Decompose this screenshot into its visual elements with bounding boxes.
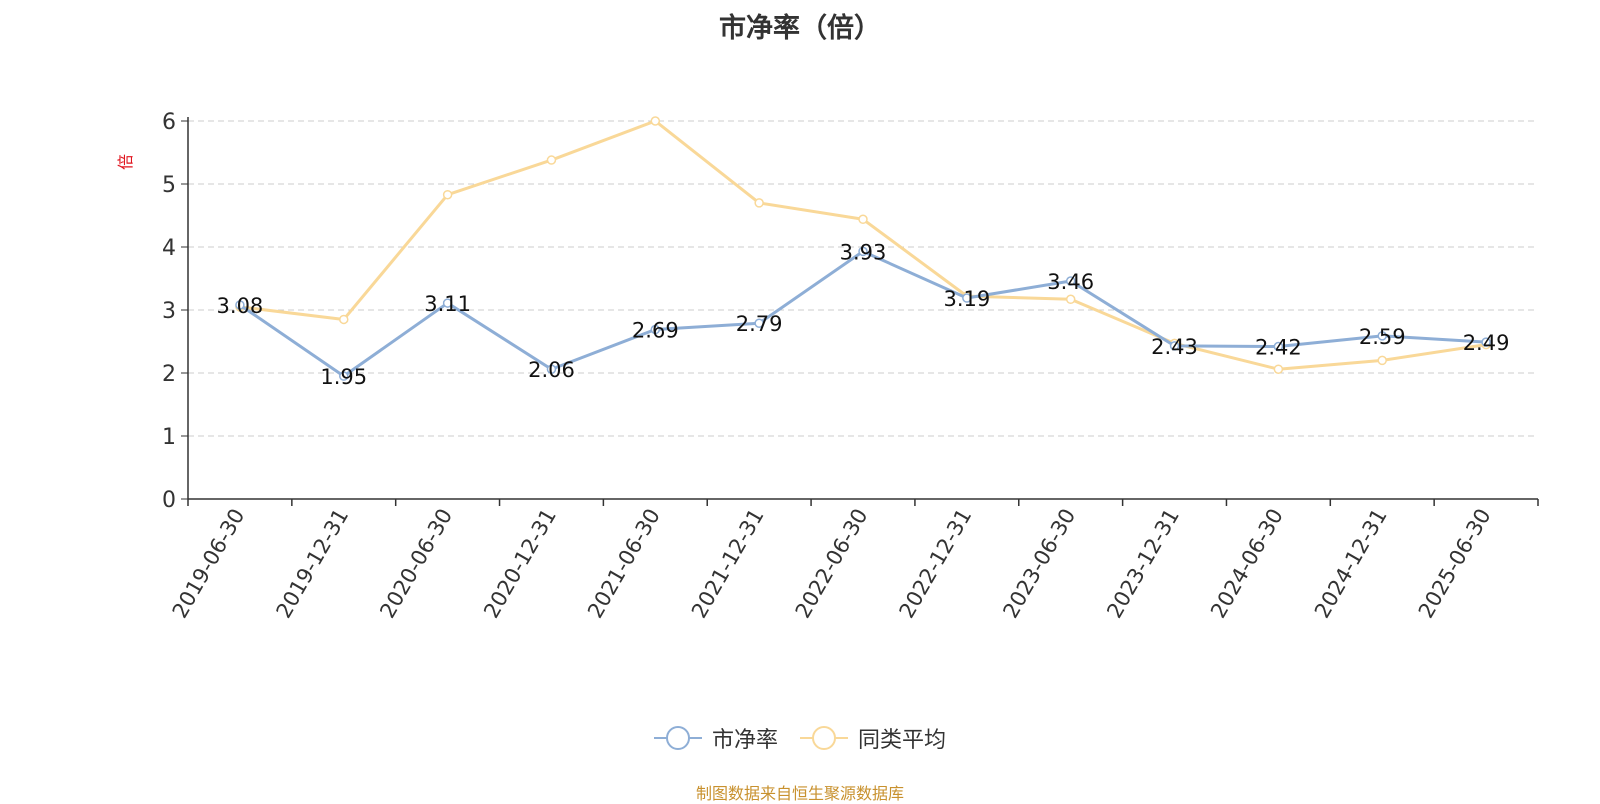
data-label: 3.11	[424, 292, 471, 316]
y-axis-label: 倍	[116, 154, 135, 170]
y-tick-label: 1	[162, 425, 176, 450]
data-point[interactable]	[546, 364, 557, 374]
legend-item-series-2[interactable]: 同类平均	[800, 722, 946, 754]
data-point[interactable]	[754, 318, 764, 328]
data-label: 3.19	[943, 287, 990, 311]
data-label: 2.79	[736, 312, 783, 336]
y-tick-label: 2	[162, 362, 176, 387]
legend-marker-series-2	[800, 726, 848, 750]
y-tick-label: 0	[162, 488, 176, 513]
data-label: 3.08	[217, 294, 264, 318]
data-point[interactable]	[442, 298, 453, 308]
data-point[interactable]	[442, 189, 453, 200]
y-tick-label: 4	[162, 236, 176, 261]
gridlines	[188, 120, 1538, 437]
data-label: 2.06	[528, 358, 575, 382]
x-tick-label: 2020-12-31	[479, 505, 561, 623]
y-tick-label: 5	[162, 173, 176, 198]
x-tick-label: 2019-12-31	[271, 505, 353, 623]
x-tick-label: 2023-06-30	[998, 505, 1080, 623]
legend: 市净率 同类平均	[0, 722, 1600, 754]
data-point[interactable]	[858, 214, 868, 225]
data-point[interactable]	[858, 246, 868, 257]
x-tick-label: 2024-06-30	[1206, 505, 1288, 623]
data-label: 2.49	[1463, 331, 1510, 355]
x-tick-label: 2021-12-31	[687, 505, 769, 623]
y-tick-label: 3	[162, 299, 176, 324]
y-tick-label: 6	[162, 110, 176, 135]
chart-title: 市净率（倍）	[719, 13, 881, 44]
x-tick-label: 2019-06-30	[168, 505, 250, 623]
data-point[interactable]	[1377, 355, 1387, 366]
data-point[interactable]	[1273, 341, 1284, 352]
x-tick-label: 2020-06-30	[375, 504, 457, 622]
data-point[interactable]	[1169, 341, 1180, 351]
data-point[interactable]	[339, 371, 349, 381]
data-labels: 3.08 1.95 3.11 2.06 2.69 2.79 3.93 3.19 3.46 2.43…	[217, 240, 1510, 389]
x-tick-label: 2024-12-31	[1310, 505, 1392, 623]
series-lines	[235, 116, 1491, 381]
data-point[interactable]	[1065, 294, 1076, 305]
data-point[interactable]	[1377, 331, 1387, 341]
x-tick-label: 2023-12-31	[1102, 505, 1184, 623]
x-tick-label: 2025-06-30	[1414, 505, 1496, 623]
data-label: 2.59	[1359, 325, 1406, 349]
data-point[interactable]	[754, 198, 764, 208]
x-tick-label: 2021-06-30	[583, 505, 665, 623]
data-point[interactable]	[1481, 337, 1491, 347]
data-point[interactable]	[339, 314, 349, 325]
legend-label-series-1: 市净率	[711, 728, 778, 753]
x-tick-label: 2022-12-31	[895, 505, 977, 623]
legend-marker-series-1	[653, 726, 702, 750]
source-note: 制图数据来自恒生聚源数据库	[695, 784, 904, 803]
data-point[interactable]	[1065, 276, 1076, 286]
x-tick-label: 2022-06-30	[791, 505, 873, 623]
data-label: 3.46	[1047, 270, 1094, 294]
data-point[interactable]	[962, 293, 972, 303]
data-point[interactable]	[650, 324, 661, 335]
data-point[interactable]	[650, 116, 661, 126]
data-label: 2.43	[1151, 335, 1198, 359]
data-point[interactable]	[546, 155, 557, 165]
data-point[interactable]	[1273, 364, 1284, 374]
legend-label-series-2: 同类平均	[858, 728, 947, 753]
data-point[interactable]	[235, 300, 245, 310]
data-label: 2.69	[632, 319, 679, 343]
legend-item-series-1[interactable]: 市净率	[653, 722, 778, 754]
data-label: 2.42	[1255, 336, 1302, 360]
data-label: 3.93	[840, 240, 887, 264]
data-label: 1.95	[320, 365, 367, 389]
